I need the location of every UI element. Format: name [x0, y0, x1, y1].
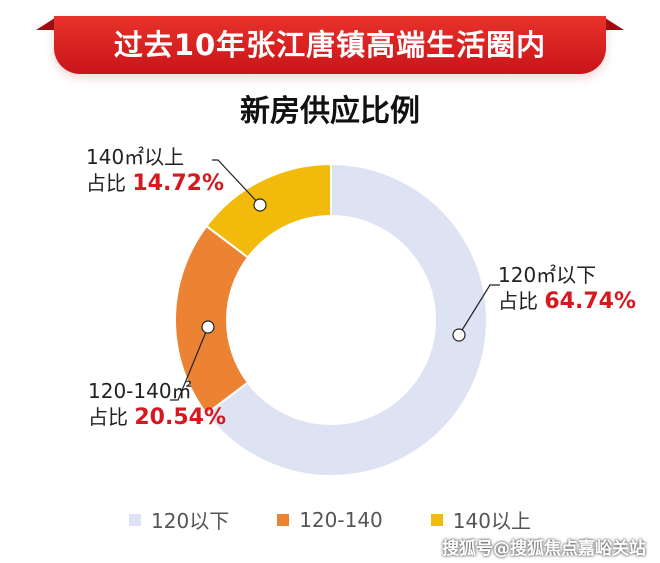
- label-140-above: 140㎡以上 占比 14.72%: [86, 144, 224, 197]
- label-140-above-percent: 14.72%: [132, 171, 224, 196]
- leader-line-120-140: [170, 326, 209, 401]
- callout-dot-120-below: [452, 328, 466, 342]
- banner-title: 过去10年张江唐镇高端生活圈内: [113, 28, 547, 62]
- label-120-below-name: 120㎡以下: [498, 263, 597, 287]
- label-140-above-prefix: 占比: [86, 171, 126, 195]
- legend-item-140-above: 140以上: [430, 505, 531, 534]
- legend-label-140-above: 140以上: [452, 509, 531, 533]
- chart-legend: 120以下 120-140 140以上: [0, 505, 660, 534]
- legend-item-120-below: 120以下: [129, 505, 229, 534]
- label-140-above-name: 140㎡以上: [86, 145, 185, 169]
- callout-dot-120-140: [201, 320, 215, 334]
- donut-slice-120-below: [204, 162, 488, 477]
- leader-line-120-below: [458, 284, 500, 336]
- label-120-below-prefix: 占比: [498, 289, 538, 313]
- label-120-below: 120㎡以下 占比 64.74%: [498, 262, 636, 315]
- label-120-below-percent: 64.74%: [544, 289, 636, 314]
- legend-label-120-140: 120-140: [299, 507, 383, 532]
- legend-swatch-120-140: [277, 513, 290, 526]
- watermark-text: 搜狐号@搜狐焦点嘉峪关站: [442, 539, 646, 559]
- legend-item-120-140: 120-140: [277, 505, 383, 534]
- legend-swatch-120-below: [129, 513, 142, 526]
- chart-title: 新房供应比例: [240, 94, 420, 129]
- label-120-140: 120-140㎡ 占比 20.54%: [88, 378, 226, 431]
- donut-slice-140-above: [205, 162, 332, 259]
- callout-dot-140-above: [253, 198, 267, 212]
- label-120-140-name: 120-140㎡: [88, 379, 192, 403]
- legend-label-120-below: 120以下: [151, 509, 230, 533]
- label-120-140-prefix: 占比: [88, 405, 128, 429]
- title-banner: [54, 16, 606, 74]
- legend-swatch-140-above: [430, 513, 443, 526]
- leader-line-140-above: [212, 159, 261, 206]
- label-120-140-percent: 20.54%: [134, 405, 226, 430]
